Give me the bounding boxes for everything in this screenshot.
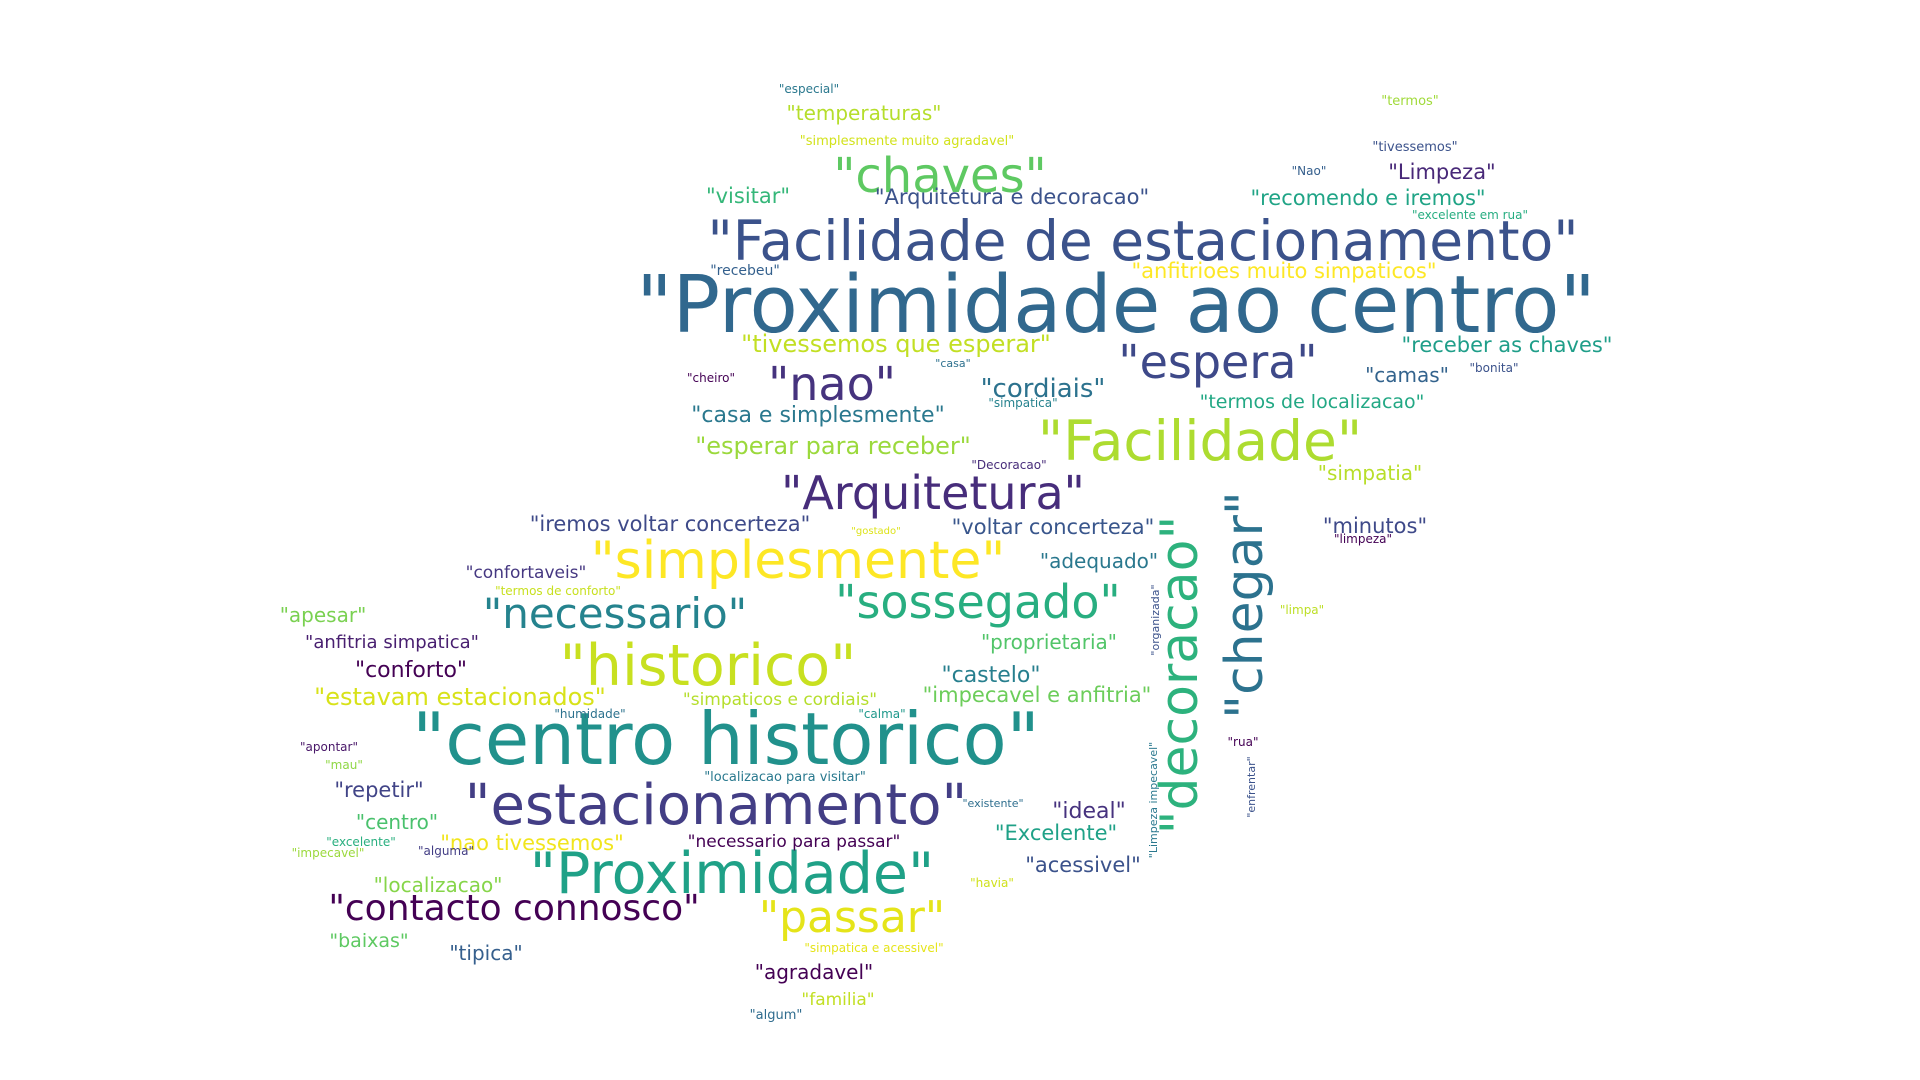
cloud-word: "apontar": [300, 740, 358, 754]
cloud-word: "Arquitetura e decoracao": [875, 185, 1149, 209]
cloud-word: "temperaturas": [787, 101, 942, 125]
cloud-word: "simpaticos e cordiais": [683, 690, 877, 710]
cloud-word: "estacionamento": [465, 773, 968, 838]
cloud-word: "anfitrioes muito simpaticos": [1131, 259, 1436, 283]
cloud-word: "familia": [801, 990, 874, 1010]
cloud-word: "Nao": [1292, 164, 1327, 178]
cloud-word: "Facilidade de estacionamento": [707, 209, 1578, 273]
cloud-word: "ideal": [1052, 799, 1125, 824]
cloud-word: "casa e simplesmente": [691, 403, 944, 428]
cloud-word: "recebeu": [710, 263, 780, 279]
cloud-word: "sossegado": [835, 575, 1120, 629]
cloud-word: "recomendo e iremos": [1250, 186, 1485, 210]
cloud-word: "receber as chaves": [1402, 333, 1613, 357]
cloud-word: "Decoracao": [971, 458, 1046, 472]
cloud-word: "termos de conforto": [495, 584, 621, 598]
cloud-word: "Limpeza impecavel": [1147, 742, 1160, 858]
cloud-word: "conforto": [355, 658, 467, 683]
cloud-word: "localizacao": [374, 873, 503, 897]
cloud-word: "simpatia": [1318, 461, 1422, 485]
cloud-word: "confortaveis": [466, 563, 587, 583]
cloud-word: "bonita": [1470, 361, 1519, 375]
cloud-word: "Proximidade ao centro": [636, 259, 1596, 351]
cloud-word: "centro": [356, 810, 438, 834]
cloud-word: "contacto connosco": [328, 888, 699, 929]
cloud-word: "tivessemos": [1372, 140, 1457, 155]
cloud-word: "termos": [1381, 94, 1439, 109]
cloud-word: "voltar concerteza": [952, 515, 1155, 539]
cloud-word: "Proximidade": [530, 841, 934, 907]
cloud-word: "alguma": [418, 844, 474, 858]
cloud-word: "simplesmente muito agradavel": [800, 134, 1015, 149]
cloud-word: "castelo": [941, 663, 1040, 688]
cloud-word: "casa": [935, 357, 970, 370]
cloud-word: "termos de localizacao": [1200, 391, 1425, 413]
cloud-word: "iremos voltar concerteza": [530, 512, 811, 536]
cloud-word: "especial": [779, 82, 839, 96]
cloud-word: "havia": [970, 876, 1014, 890]
cloud-word: "gostado": [851, 526, 900, 537]
cloud-word: "Facilidade": [1038, 409, 1362, 473]
cloud-word: "simpatica e acessivel": [804, 941, 943, 955]
cloud-word: "tivessemos que esperar": [741, 330, 1051, 358]
cloud-word: "impecavel": [292, 846, 365, 860]
cloud-word: "acessivel": [1025, 853, 1141, 877]
cloud-word: "anfitria simpatica": [305, 632, 479, 653]
cloud-word: "repetir": [334, 778, 423, 802]
cloud-word: "esperar para receber": [695, 432, 971, 460]
cloud-word: "cheiro": [687, 371, 735, 385]
cloud-word: "mau": [325, 758, 363, 772]
cloud-word: "tipica": [449, 941, 522, 965]
cloud-word: "historico": [560, 633, 857, 699]
cloud-word: "agradavel": [755, 960, 873, 984]
cloud-word: "rua": [1228, 735, 1259, 749]
cloud-word: "nao tivessemos": [440, 831, 623, 855]
cloud-word: "limpa": [1280, 603, 1324, 617]
cloud-word: "passar": [759, 892, 945, 943]
cloud-word: "apesar": [280, 603, 367, 627]
cloud-word: "humidade": [554, 707, 625, 721]
cloud-word: "simpatica": [988, 396, 1057, 410]
cloud-word: "baixas": [329, 930, 408, 952]
cloud-word: "decoracao": [1150, 516, 1210, 835]
cloud-word: "existente": [962, 797, 1023, 810]
cloud-word: "adequado": [1040, 549, 1158, 573]
cloud-word: "cordiais": [981, 374, 1106, 404]
cloud-word: "simplesmente": [591, 531, 1006, 591]
cloud-word: "minutos": [1323, 514, 1427, 538]
cloud-word: "proprietaria": [981, 630, 1117, 654]
cloud-word: "chaves": [833, 148, 1046, 204]
cloud-word: "Arquitetura": [781, 466, 1085, 520]
cloud-word: "limpeza": [1334, 532, 1392, 546]
cloud-word: "algum": [750, 1008, 803, 1023]
cloud-word: "excelente": [326, 835, 396, 849]
cloud-word: "enfrentar": [1245, 756, 1258, 817]
cloud-word: "visitar": [706, 184, 790, 208]
cloud-word: "excelente em rua": [1412, 208, 1528, 222]
cloud-word: "estavam estacionados": [314, 683, 606, 711]
cloud-word: "necessario": [483, 589, 747, 638]
cloud-word: "espera": [1118, 335, 1317, 389]
cloud-word: "impecavel e anfitria": [923, 683, 1152, 707]
cloud-word: "organizada": [1149, 584, 1162, 655]
cloud-word: "localizacao para visitar": [704, 770, 866, 785]
cloud-word: "Excelente": [995, 821, 1117, 845]
cloud-word: "calma": [858, 707, 905, 721]
cloud-word: "Limpeza": [1388, 160, 1495, 184]
cloud-word: "chegar": [1215, 491, 1275, 719]
cloud-word: "nao": [768, 357, 896, 411]
cloud-word: "centro historico": [412, 697, 1040, 781]
cloud-word: "camas": [1365, 363, 1449, 387]
cloud-word: "necessario para passar": [688, 832, 901, 852]
